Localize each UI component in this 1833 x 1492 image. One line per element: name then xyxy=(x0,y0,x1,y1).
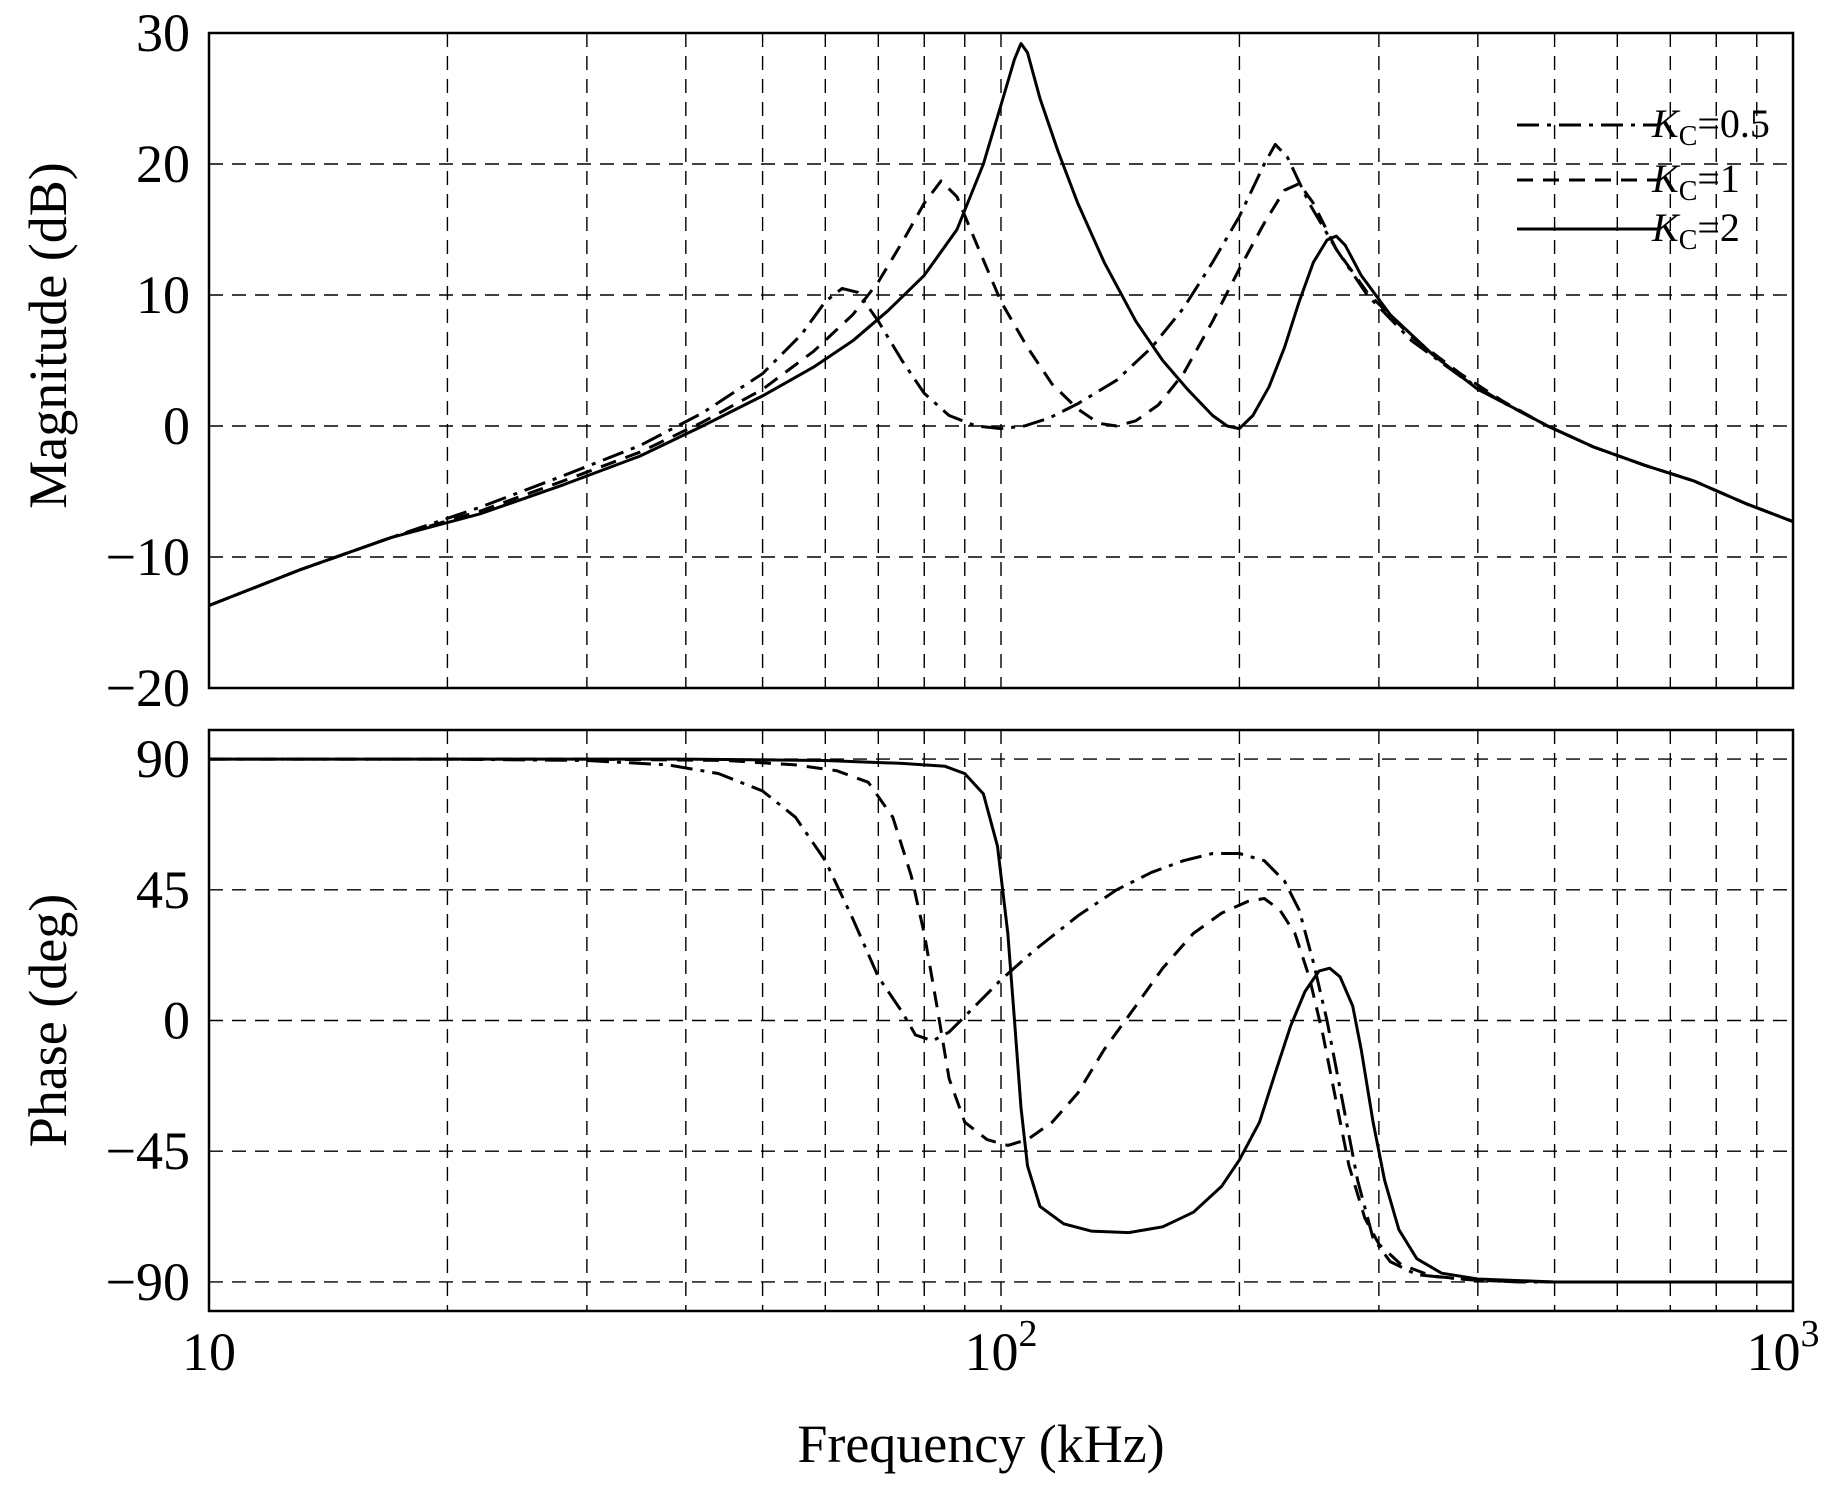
phase-y-tick-label: 0 xyxy=(163,991,190,1051)
magnitude-y-tick-label: −20 xyxy=(106,658,190,718)
legend-label: KC=0.5 xyxy=(1651,101,1770,152)
x-tick-labels: 10 102 103 xyxy=(182,1313,1820,1382)
magnitude-y-tick-label: −10 xyxy=(106,527,190,587)
magnitude-series xyxy=(208,42,1794,607)
phase-y-tick-label: −45 xyxy=(106,1121,190,1181)
phase-y-axis-label: Phase (deg) xyxy=(18,894,78,1147)
phase-y-tick-labels: 90 45 0 −45 −90 xyxy=(106,729,190,1312)
phase-series-dashed xyxy=(209,757,1793,1284)
magnitude-y-tick-label: 30 xyxy=(136,3,190,63)
phase-y-tick-label: 90 xyxy=(136,729,190,789)
magnitude-y-tick-labels: 30 20 10 0 −10 −20 xyxy=(106,3,190,718)
phase-series-dashdot xyxy=(209,757,1793,1284)
legend-label: KC=2 xyxy=(1651,205,1740,256)
phase-y-tick-label: 45 xyxy=(136,860,190,920)
magnitude-y-tick-label: 10 xyxy=(136,265,190,325)
magnitude-series-dashdot xyxy=(208,142,1794,607)
magnitude-grid xyxy=(209,33,1793,688)
phase-series xyxy=(209,757,1793,1284)
magnitude-y-tick-label: 20 xyxy=(136,134,190,194)
magnitude-y-tick-label: 0 xyxy=(163,396,190,456)
x-tick-label: 10 xyxy=(182,1322,236,1382)
phase-plot-frame xyxy=(207,728,1795,1313)
x-tick-label: 102 xyxy=(965,1313,1038,1382)
phase-grid xyxy=(209,730,1793,1311)
legend-label: KC=1 xyxy=(1651,156,1740,207)
magnitude-y-axis-label: Magnitude (dB) xyxy=(18,162,78,508)
magnitude-plot-frame xyxy=(207,31,1795,690)
legend: KC=0.5KC=1KC=2 xyxy=(1517,101,1770,256)
magnitude-series-solid xyxy=(208,42,1794,607)
phase-series-solid xyxy=(209,757,1793,1284)
x-axis-label: Frequency (kHz) xyxy=(797,1414,1164,1474)
x-tick-label: 103 xyxy=(1747,1313,1820,1382)
phase-y-tick-label: −90 xyxy=(106,1252,190,1312)
magnitude-series-dashed xyxy=(208,179,1794,607)
